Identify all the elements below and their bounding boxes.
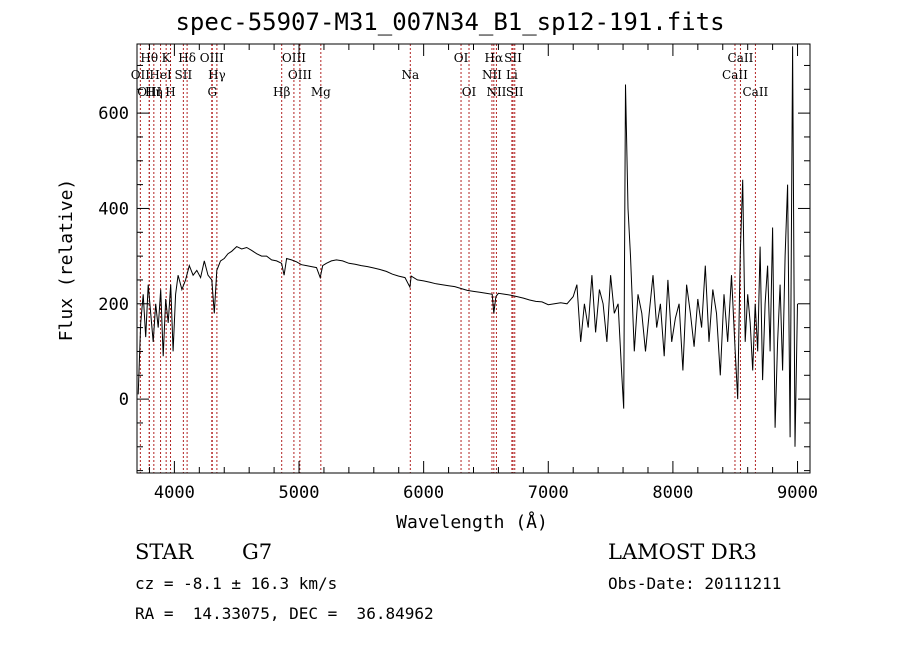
line-label-1: Hθ (140, 51, 158, 65)
line-label-27: CaII (742, 85, 768, 99)
survey-name: LAMOST DR3 (608, 540, 757, 564)
line-label-23: Li (506, 68, 518, 82)
x-tick-label-1: 5000 (279, 483, 320, 503)
line-label-2: OIII (137, 85, 161, 99)
line-label-22: SII (504, 51, 522, 65)
axis-ticks: 4000 5000 6000 7000 8000 9000 0 200 400 600 (98, 44, 818, 503)
redshift-info: cz = -8.1 ± 16.3 km/s (135, 574, 338, 593)
x-tick-label-5: 9000 (777, 483, 818, 503)
line-label-0: OII (131, 68, 151, 82)
line-label-4: Hη (145, 85, 163, 99)
line-label-9: OIII (200, 51, 224, 65)
y-axis-label: Flux (relative) (56, 179, 77, 342)
line-label-15: Mg (311, 85, 331, 99)
x-tick-label-3: 7000 (528, 483, 569, 503)
line-label-7: H (165, 85, 175, 99)
line-label-14: Hβ (273, 85, 290, 99)
line-label-8: Hδ (178, 51, 196, 65)
line-label-6: SII (175, 68, 193, 82)
line-label-17: OI (454, 51, 469, 65)
line-label-21: NII (486, 85, 506, 99)
x-tick-label-4: 8000 (652, 483, 693, 503)
obs-date: Obs-Date: 20111211 (608, 574, 782, 593)
line-label-16: Na (401, 68, 419, 82)
y-tick-label-3: 600 (98, 104, 129, 124)
object-subclass: G7 (242, 540, 273, 564)
coordinates: RA = 14.33075, DEC = 36.84962 (135, 604, 434, 623)
line-label-18: OI (462, 85, 477, 99)
chart-title: spec-55907-M31_007N34_B1_sp12-191.fits (175, 8, 725, 36)
line-label-24: SII (506, 85, 524, 99)
line-label-5: K (162, 51, 172, 65)
x-tick-label-0: 4000 (154, 483, 195, 503)
x-axis-label: Wavelength (Å) (396, 511, 548, 533)
y-tick-label-0: 0 (119, 390, 129, 410)
line-label-19: Hα (485, 51, 504, 65)
object-class: STAR (135, 540, 194, 564)
line-label-3: HeI (149, 68, 172, 82)
line-label-11: G (207, 85, 217, 99)
line-label-20: NII (482, 68, 502, 82)
line-label-10: Hγ (208, 68, 226, 82)
plot-frame (136, 43, 811, 474)
line-label-26: CaII (728, 51, 754, 65)
line-label-13: OIII (288, 68, 312, 82)
x-tick-label-2: 6000 (403, 483, 444, 503)
line-label-25: CaII (722, 68, 748, 82)
spectrum-series (137, 46, 798, 447)
spectral-line-markers (139, 44, 756, 473)
line-label-12: OIII (282, 51, 306, 65)
y-tick-label-2: 400 (98, 199, 129, 219)
y-tick-label-1: 200 (98, 295, 129, 315)
